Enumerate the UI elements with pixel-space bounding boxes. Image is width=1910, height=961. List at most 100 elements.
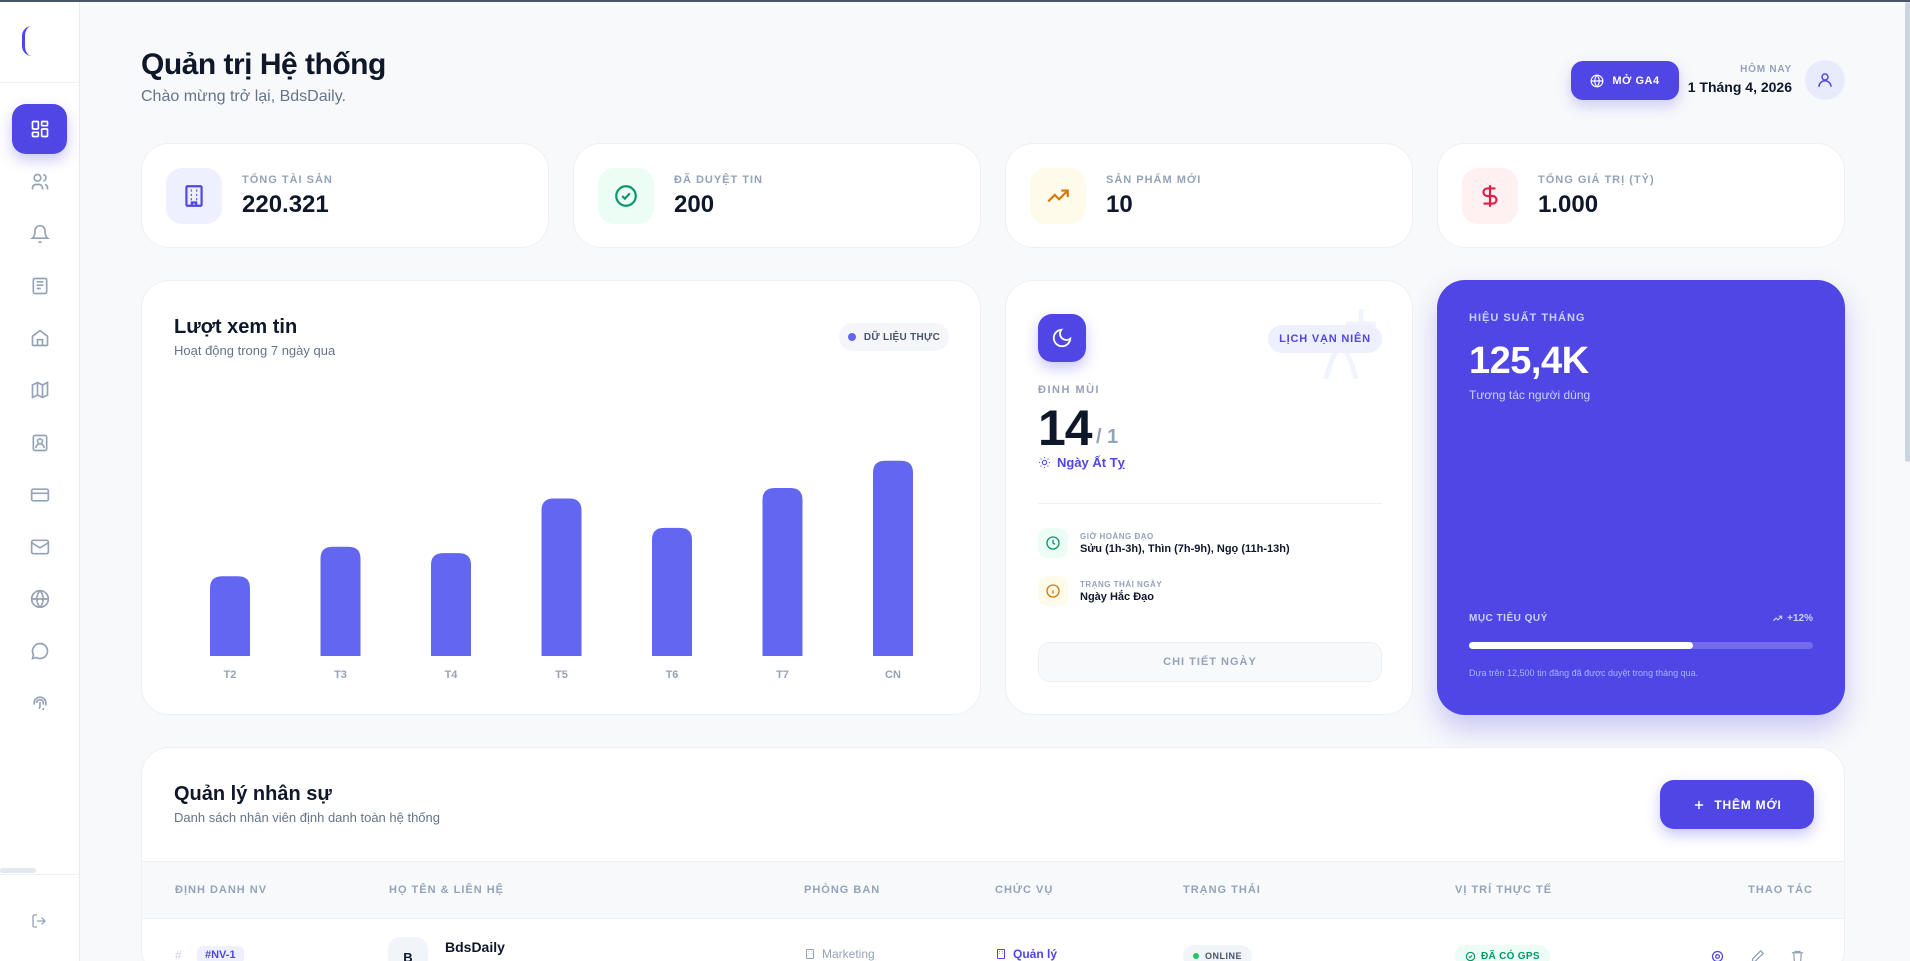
dollar-icon [1482,185,1498,207]
chart-bar-t7[interactable] [762,488,803,656]
column-header-location[interactable]: VỊ TRÍ THỰC TẾ [1455,884,1553,896]
stat-label: SẢN PHẨM MỚI [1106,174,1202,186]
stat-label: ĐÃ DUYỆT TIN [674,174,763,186]
app-logo[interactable] [22,26,32,56]
stat-value: 1.000 [1538,191,1599,218]
user-icon [1818,73,1832,87]
users-icon [31,173,48,190]
role: Quản lý [995,947,1057,961]
sidebar-item-news[interactable] [12,261,67,311]
stat-card-total-value: TỔNG GIÁ TRỊ (TỶ) 1.000 [1437,143,1845,248]
sun-icon [1039,457,1050,468]
building-icon [185,185,203,207]
employee-id-badge: #NV-1 [197,946,244,961]
edit-button[interactable] [1748,947,1766,961]
today-date: 1 Tháng 4, 2026 [1687,79,1792,95]
stat-value: 200 [674,191,715,218]
chart-bar-t5[interactable] [541,498,582,657]
quarter-goal-label: MỤC TIÊU QUÝ [1469,613,1548,624]
moon-button[interactable] [1038,314,1086,362]
sidebar-scrollbar[interactable] [0,868,36,873]
chart-bar-t4[interactable] [431,553,471,656]
day-status-value: Ngày Hắc Đạo [1080,590,1154,603]
lunar-year-label: ĐINH MÙI [1038,384,1101,396]
lunar-day: 14 [1038,400,1093,456]
view-location-button[interactable] [1708,947,1726,961]
sidebar [0,2,80,961]
column-header-id[interactable]: ĐỊNH DANH NV [175,884,268,896]
stat-icon-box [1462,168,1518,224]
user-avatar-button[interactable] [1805,60,1845,100]
chart-bar-t3[interactable] [320,546,361,656]
gps-badge: ĐÃ CÓ GPS [1455,945,1550,961]
map-icon [31,381,48,399]
sidebar-item-properties[interactable] [12,313,67,363]
chart-bar-t2[interactable] [210,576,250,656]
day-type-label: Ngày Ất Tỵ [1057,455,1125,470]
chart-tick-label: T2 [224,669,237,681]
calendar-badge[interactable]: LỊCH VẠN NIÊN [1268,325,1382,353]
moon-icon [1052,328,1072,348]
table-row[interactable]: # #NV-1 B BdsDaily Marketing Quản lý ONL… [142,919,1844,961]
trash-icon [1791,950,1803,961]
gps-label: ĐÃ CÓ GPS [1481,950,1540,961]
lunar-month: / 1 [1096,426,1119,448]
avatar: B [388,937,428,961]
hr-title: Quản lý nhân sự [174,783,332,805]
delete-button[interactable] [1788,947,1806,961]
sidebar-item-payments[interactable] [12,470,67,520]
good-hours-value: Sửu (1h-3h), Thìn (7h-9h), Ngọ (11h-13h) [1080,542,1290,555]
stat-icon-box [1030,168,1086,224]
sidebar-item-dashboard[interactable] [12,104,67,154]
lunar-calendar-card: LỊCH VẠN NIÊN ĐINH MÙI 14 / 1 Ngày Ất Tỵ… [1005,280,1413,715]
day-detail-button[interactable]: CHI TIẾT NGÀY [1038,642,1382,682]
sidebar-item-notifications[interactable] [12,209,67,259]
credit-card-icon [30,488,49,502]
department: Marketing [804,947,875,961]
performance-value: 125,4K [1469,340,1589,382]
sidebar-item-map[interactable] [12,365,67,415]
sidebar-divider [0,874,80,875]
open-ga4-button[interactable]: MỞ GA4 [1571,61,1679,100]
check-circle-icon [615,185,637,207]
add-new-button[interactable]: THÊM MỚI [1660,780,1814,829]
stat-card-approved-posts: ĐÃ DUYỆT TIN 200 [573,143,981,248]
sidebar-item-contacts[interactable] [12,418,67,468]
message-icon [30,642,48,660]
goal-progress-bar [1469,642,1813,649]
page-title: Quản trị Hệ thống [141,48,386,81]
status-badge: ONLINE [1183,945,1253,961]
info-icon [1046,584,1060,598]
column-header-status[interactable]: TRẠNG THÁI [1183,884,1261,896]
table-header: ĐỊNH DANH NV HỌ TÊN & LIÊN HỆ PHÒNG BAN … [142,861,1844,919]
sidebar-item-mail[interactable] [12,522,67,572]
today-label: HÔM NAY [1740,64,1792,75]
row-hash: # [175,948,182,961]
mail-icon [30,539,49,555]
stat-card-total-assets: TỔNG TÀI SẢN 220.321 [141,143,549,248]
sidebar-item-chat[interactable] [12,626,67,676]
status-dot-icon [1193,953,1199,959]
column-header-department[interactable]: PHÒNG BAN [804,884,881,896]
clock-icon-box [1038,528,1068,558]
home-icon [31,329,48,347]
contact-card-icon [32,434,47,452]
role-label: Quản lý [1013,947,1058,961]
live-dot-icon [847,333,856,341]
chart-bar-cn[interactable] [873,460,913,656]
sidebar-item-fingerprint[interactable] [12,678,67,728]
logout-button[interactable] [26,908,52,934]
chart-tick-label: T5 [555,669,568,681]
sidebar-item-web[interactable] [12,574,67,624]
column-header-name[interactable]: HỌ TÊN & LIÊN HỆ [389,884,505,896]
plus-icon [1695,800,1704,809]
column-header-role[interactable]: CHỨC VỤ [995,884,1054,896]
views-chart-card: Lượt xem tin Hoạt động trong 7 ngày qua … [141,280,981,715]
monthly-performance-card: HIỆU SUẤT THÁNG 125,4K Tương tác người d… [1437,280,1845,715]
chart-bar-t6[interactable] [652,527,692,656]
performance-label: HIỆU SUẤT THÁNG [1469,312,1586,324]
stat-card-new-products: SẢN PHẨM MỚI 10 [1005,143,1413,248]
sidebar-item-users[interactable] [12,157,67,207]
page-scrollbar[interactable] [1905,2,1910,462]
building-icon [997,949,1005,959]
